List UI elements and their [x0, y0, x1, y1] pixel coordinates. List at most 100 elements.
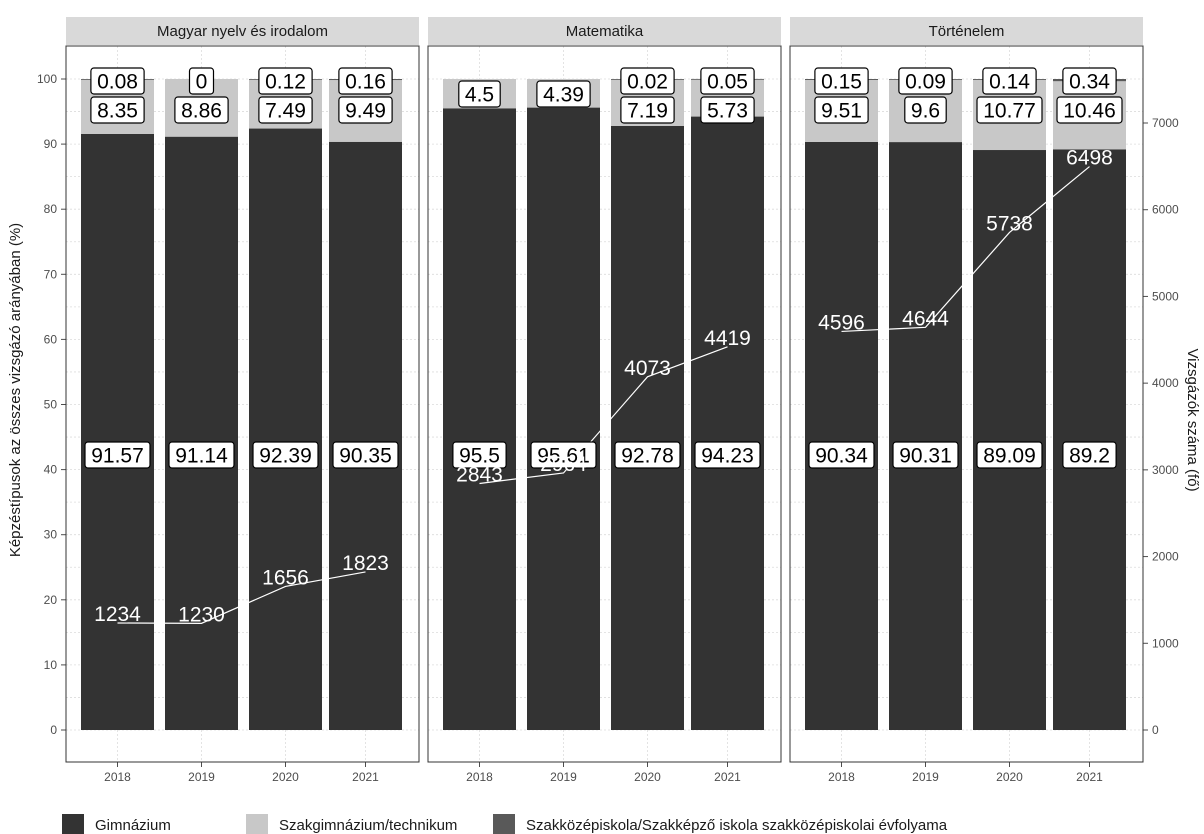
- label-szakkozepiskola: 0.14: [982, 67, 1037, 95]
- label-szakkozepiskola-text: 0.14: [989, 71, 1030, 94]
- legend-label: Szakközépiskola/Szakképző iskola szakköz…: [526, 817, 948, 834]
- legend-swatch: [246, 814, 268, 834]
- y2-axis-title: Vizsgázók száma (fő): [1184, 348, 1201, 491]
- y2-tick-label: 3000: [1152, 463, 1179, 477]
- bar-gimnazium: [611, 126, 684, 730]
- label-szakgimnazium: 9.6: [904, 96, 947, 124]
- label-count: 4644: [902, 307, 949, 330]
- label-gimnazium-box: [84, 441, 151, 469]
- bar-gimnazium: [1053, 149, 1126, 731]
- label-gimnazium: 90.34: [808, 441, 875, 469]
- label-count: 1230: [178, 603, 225, 626]
- y2-tick-label: 4000: [1152, 376, 1179, 390]
- legend-swatch: [62, 814, 84, 834]
- legend-label: Gimnázium: [95, 817, 171, 834]
- label-szakgimnazium: 8.35: [90, 96, 145, 124]
- label-szakgimnazium-box: [814, 96, 869, 124]
- label-szakgimnazium-box: [338, 96, 393, 124]
- label-gimnazium: 95.5: [452, 441, 507, 469]
- y-tick-label: 30: [44, 528, 58, 542]
- y-tick-label: 20: [44, 593, 58, 607]
- label-count: 6498: [1066, 147, 1113, 170]
- label-szakgimnazium-text: 4.39: [543, 84, 584, 107]
- label-gimnazium-box: [694, 441, 761, 469]
- label-szakgimnazium-text: 10.77: [983, 100, 1036, 123]
- label-szakkozepiskola-text: 0.34: [1069, 71, 1110, 94]
- label-szakkozepiskola-box: [188, 67, 215, 95]
- label-gimnazium: 92.39: [252, 441, 319, 469]
- label-szakgimnazium-box: [258, 96, 313, 124]
- y-tick-label: 100: [37, 72, 57, 86]
- label-gimnazium-text: 90.34: [815, 445, 868, 468]
- x-tick-label: 2021: [352, 770, 379, 784]
- label-szakgimnazium-box: [90, 96, 145, 124]
- label-count: 4596: [818, 311, 865, 334]
- label-szakgimnazium-box: [174, 96, 229, 124]
- label-gimnazium-text: 91.14: [175, 445, 228, 468]
- label-szakgimnazium-box: [976, 96, 1043, 124]
- label-szakkozepiskola-text: 0.16: [345, 71, 386, 94]
- label-szakgimnazium: 4.39: [536, 80, 591, 108]
- label-gimnazium-text: 90.31: [899, 445, 952, 468]
- label-szakgimnazium-text: 9.51: [821, 100, 862, 123]
- label-szakgimnazium: 9.51: [814, 96, 869, 124]
- label-gimnazium-text: 89.09: [983, 445, 1036, 468]
- label-szakkozepiskola: 0.02: [620, 67, 675, 95]
- label-count: 5738: [986, 212, 1033, 235]
- bar-gimnazium: [973, 150, 1046, 730]
- x-tick-label: 2020: [996, 770, 1023, 784]
- y-axis-title: Képzéstípusok az összes vizsgázó arányáb…: [7, 223, 24, 557]
- label-gimnazium-box: [808, 441, 875, 469]
- panel-border: [789, 45, 1144, 763]
- label-gimnazium-text: 95.5: [459, 445, 500, 468]
- bar-gimnazium: [329, 141, 402, 730]
- label-szakgimnazium: 10.46: [1056, 96, 1123, 124]
- label-szakkozepiskola: 0: [188, 67, 215, 95]
- label-szakkozepiskola-text: 0.12: [265, 71, 306, 94]
- label-szakkozepiskola-text: 0.09: [905, 71, 946, 94]
- label-gimnazium: 90.35: [332, 441, 399, 469]
- bar-gimnazium: [443, 108, 516, 731]
- facet-title: Történelem: [929, 23, 1005, 40]
- y2-tick-label: 5000: [1152, 289, 1179, 303]
- y-tick-label: 80: [44, 202, 58, 216]
- legend-item: Gimnázium: [62, 814, 171, 834]
- x-tick-label: 2021: [1076, 770, 1103, 784]
- label-gimnazium-box: [976, 441, 1043, 469]
- panel-border: [427, 45, 782, 763]
- label-count: 4419: [704, 327, 751, 350]
- label-szakgimnazium-text: 7.49: [265, 100, 306, 123]
- label-szakgimnazium-box: [700, 96, 755, 124]
- label-gimnazium: 91.57: [84, 441, 151, 469]
- label-szakkozepiskola: 0.16: [338, 67, 393, 95]
- label-count: 1656: [262, 566, 309, 589]
- x-tick-label: 2019: [912, 770, 939, 784]
- label-szakgimnazium: 7.19: [620, 96, 675, 124]
- label-szakgimnazium-text: 9.49: [345, 100, 386, 123]
- facet-strip: [790, 17, 1143, 45]
- facet-title: Magyar nyelv és irodalom: [157, 23, 328, 40]
- label-szakgimnazium: 9.49: [338, 96, 393, 124]
- label-gimnazium: 89.2: [1062, 441, 1117, 469]
- count-line: [479, 346, 728, 485]
- label-gimnazium: 92.78: [614, 441, 681, 469]
- label-szakgimnazium-text: 7.19: [627, 100, 668, 123]
- y2-tick-label: 2000: [1152, 550, 1179, 564]
- y2-tick-label: 6000: [1152, 203, 1179, 217]
- label-gimnazium-text: 89.2: [1069, 445, 1110, 468]
- label-szakkozepiskola-box: [1062, 67, 1117, 95]
- label-gimnazium-box: [614, 441, 681, 469]
- label-szakgimnazium: 4.5: [458, 80, 501, 108]
- label-szakgimnazium-box: [536, 80, 591, 108]
- y-tick-label: 90: [44, 137, 58, 151]
- label-count: 4073: [624, 357, 671, 380]
- label-gimnazium: 91.14: [168, 441, 235, 469]
- label-gimnazium-box: [530, 441, 597, 469]
- y-tick-label: 60: [44, 332, 58, 346]
- x-tick-label: 2020: [634, 770, 661, 784]
- label-szakkozepiskola-box: [338, 67, 393, 95]
- label-gimnazium-box: [252, 441, 319, 469]
- label-szakkozepiskola-box: [620, 67, 675, 95]
- label-gimnazium: 94.23: [694, 441, 761, 469]
- x-tick-label: 2018: [104, 770, 131, 784]
